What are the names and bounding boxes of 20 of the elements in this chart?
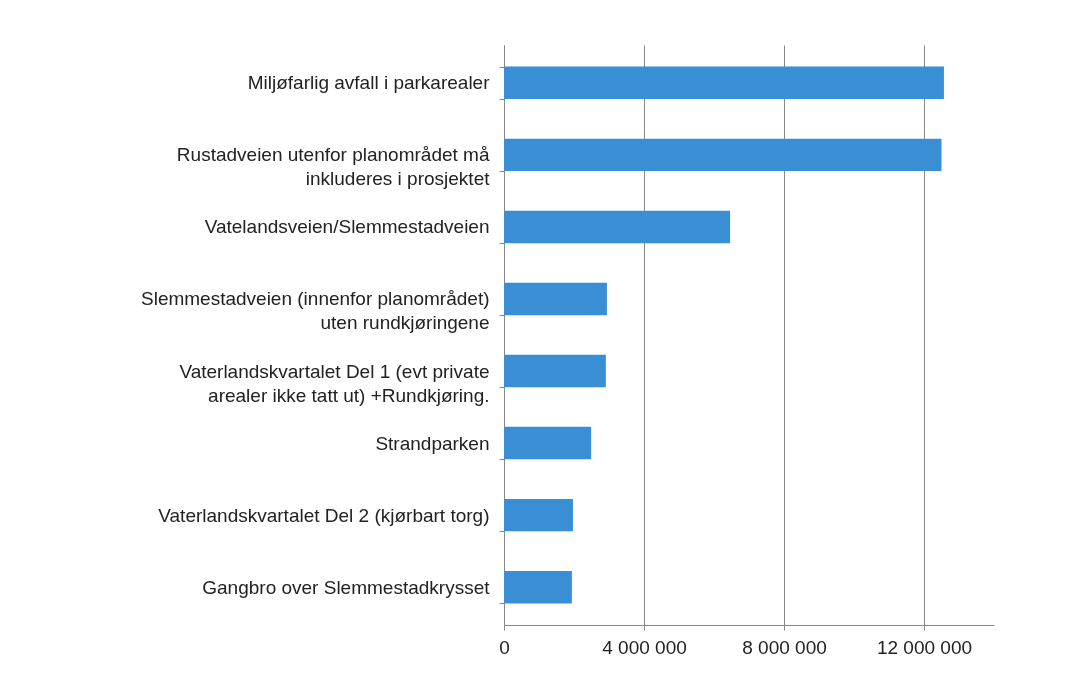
y-tick-label: Miljøfarlig avfall i parkarealer: [247, 72, 491, 94]
y-tick-label: Vatelandsveien/Slemmestadveien: [204, 216, 490, 238]
y-tick-label: Vaterlandskvartalet Del 2 (kjørbart torg): [158, 504, 490, 526]
bar: [504, 426, 592, 460]
bar: [504, 210, 731, 244]
y-tick-label: Vaterlandskvartalet Del 1 (evt private arealer ikke tatt ut) +Rundkjøring.: [179, 360, 490, 406]
y-tick-label: Strandparken: [375, 432, 490, 454]
bar: [504, 138, 942, 172]
x-tick-label: 0: [499, 636, 510, 658]
bar: [504, 354, 606, 388]
bar: [504, 66, 944, 100]
y-tick-label: Rustadveien utenfor planområdet må inkluderes i prosjektet: [176, 144, 491, 190]
x-tick-label: 4 000 000: [602, 636, 687, 658]
bar: [504, 570, 572, 604]
x-tick-label: 8 000 000: [742, 636, 827, 658]
x-tick-label: 12 000 000: [876, 636, 973, 658]
y-tick-label: Slemmestadveien (innenfor planområdet) uten rundkjøringene: [140, 288, 490, 334]
bar: [504, 498, 573, 532]
bar: [504, 282, 607, 316]
y-tick-label: Gangbro over Slemmestadkrysset: [202, 576, 491, 598]
